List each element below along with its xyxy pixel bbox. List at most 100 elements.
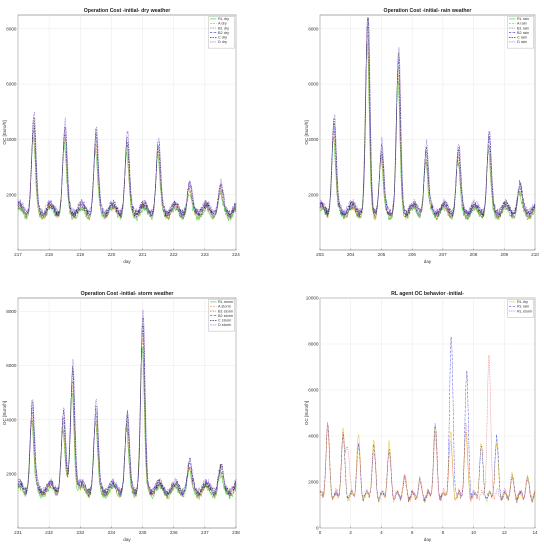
legend-entry: C dry [218, 36, 227, 40]
y-tick-label: 4000 [6, 137, 17, 142]
legend-entry: RL storm [218, 300, 233, 304]
series-line-b1-dry [17, 127, 237, 220]
legend-entry: D dry [218, 40, 227, 44]
legend-box [208, 16, 235, 49]
chart-2: 203 204 205 206 207 208 209 210 2000 4000 6000 8000… [304, 8, 539, 264]
chart-title: Operation Cost -initial- rain weather [384, 8, 472, 14]
legend-entry: D rain [517, 40, 527, 44]
legend-entry: D storm [218, 323, 231, 327]
legend-entry: C rain [517, 36, 527, 40]
x-tick-label: 233 [76, 530, 84, 535]
y-tick-label: 6000 [308, 388, 319, 393]
x-tick-label: 210 [531, 252, 539, 257]
y-tick-label: 6000 [308, 82, 319, 87]
x-axis-label: day [123, 259, 131, 264]
y-tick-label: 8000 [308, 342, 319, 347]
plot-area [17, 297, 237, 529]
x-tick-label: 208 [470, 252, 478, 257]
x-tick-label: 231 [14, 530, 22, 535]
legend-entry: B2 rain [517, 31, 529, 35]
y-axis-label: OC [Euro/h] [2, 401, 7, 425]
x-tick-label: 6 [411, 530, 414, 535]
x-tick-label: 2 [349, 530, 352, 535]
y-tick-label: 4000 [6, 417, 17, 422]
x-tick-label: 224 [232, 252, 240, 257]
x-axis-label: day [424, 259, 432, 264]
legend-box [507, 299, 534, 318]
x-tick-label: 235 [139, 530, 147, 535]
series-line-b2-dry [17, 121, 237, 219]
y-tick-label: 2000 [308, 192, 319, 197]
legend-box [507, 16, 534, 49]
plot-area [319, 14, 536, 251]
legend-entry: B2 dry [218, 31, 229, 35]
x-tick-label: 221 [139, 252, 147, 257]
chart-title: RL agent OC behavior -initial- [391, 291, 464, 297]
x-tick-label: 205 [378, 252, 386, 257]
x-tick-label: 238 [232, 530, 240, 535]
chart-4: 0 2 4 6 8 10 12 14 0 2000 4000 6000 8000 10000 RL agen… [304, 291, 538, 542]
y-tick-label: 2000 [308, 480, 319, 485]
y-tick-label: 4000 [308, 137, 319, 142]
x-tick-label: 232 [45, 530, 53, 535]
x-tick-label: 222 [170, 252, 178, 257]
y-tick-label: 10000 [306, 296, 319, 301]
x-tick-label: 0 [319, 530, 322, 535]
x-tick-label: 236 [170, 530, 178, 535]
x-tick-label: 209 [500, 252, 508, 257]
legend-entry: A rain [517, 22, 527, 26]
series-line-c-dry [17, 116, 237, 217]
y-axis-label: OC [Euro/h] [2, 120, 7, 144]
x-axis-label: day [123, 537, 131, 542]
y-tick-label: 2000 [6, 471, 17, 476]
x-tick-label: 8 [442, 530, 445, 535]
x-tick-label: 204 [347, 252, 355, 257]
x-tick-label: 12 [502, 530, 508, 535]
series-line-b1-storm [17, 331, 237, 498]
series-line-d-dry [17, 111, 237, 216]
x-tick-label: 4 [380, 530, 383, 535]
legend-entry: A dry [218, 22, 227, 26]
x-tick-label: 14 [532, 530, 538, 535]
series-line-rl-rain [319, 336, 536, 503]
chart-title: Operation Cost -initial- storm weather [81, 291, 174, 297]
y-axis-label: OC [Euro/h] [304, 120, 309, 144]
x-tick-label: 10 [471, 530, 477, 535]
legend-box [208, 299, 235, 332]
x-tick-label: 218 [45, 252, 53, 257]
x-tick-label: 203 [316, 252, 324, 257]
chart-title: Operation Cost -initial- dry weather [84, 8, 170, 14]
legend-entry: RL storm [517, 309, 532, 313]
legend-entry: B1 storm [218, 309, 233, 313]
chart-1: 217 218 219 220 221 222 223 224 2000 4000 6000 8000… [2, 8, 240, 264]
y-tick-label: 2000 [6, 192, 17, 197]
x-tick-label: 219 [76, 252, 84, 257]
chart-3: 231 232 233 234 235 236 237 238 2000 4000 6000 8000… [2, 291, 240, 542]
series-line-d-rain [319, 17, 536, 216]
legend-entry: RL rain [517, 305, 529, 309]
series-line-rl-dry [319, 423, 536, 504]
legend-entry: C storm [218, 319, 231, 323]
series-line-b2-storm [17, 324, 237, 497]
x-tick-label: 217 [14, 252, 22, 257]
legend-entry: B2 storm [218, 314, 233, 318]
y-tick-label: 8000 [308, 26, 319, 31]
y-tick-label: 8000 [6, 26, 17, 31]
legend-entry: RL dry [517, 300, 528, 304]
x-tick-label: 207 [439, 252, 447, 257]
legend-entry: B1 rain [517, 26, 529, 30]
x-axis-label: day [424, 537, 432, 542]
series-line-c-rain [319, 17, 536, 217]
legend-entry: A storm [218, 305, 231, 309]
legend-entry: RL dry [218, 17, 229, 21]
x-tick-label: 223 [201, 252, 209, 257]
series-line-d-storm [17, 309, 237, 495]
x-tick-label: 237 [201, 530, 209, 535]
legend-entry: RL rain [517, 17, 529, 21]
y-tick-label: 0 [316, 526, 319, 531]
